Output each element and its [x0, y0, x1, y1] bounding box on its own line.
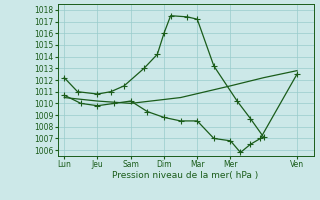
X-axis label: Pression niveau de la mer( hPa ): Pression niveau de la mer( hPa ): [112, 171, 259, 180]
